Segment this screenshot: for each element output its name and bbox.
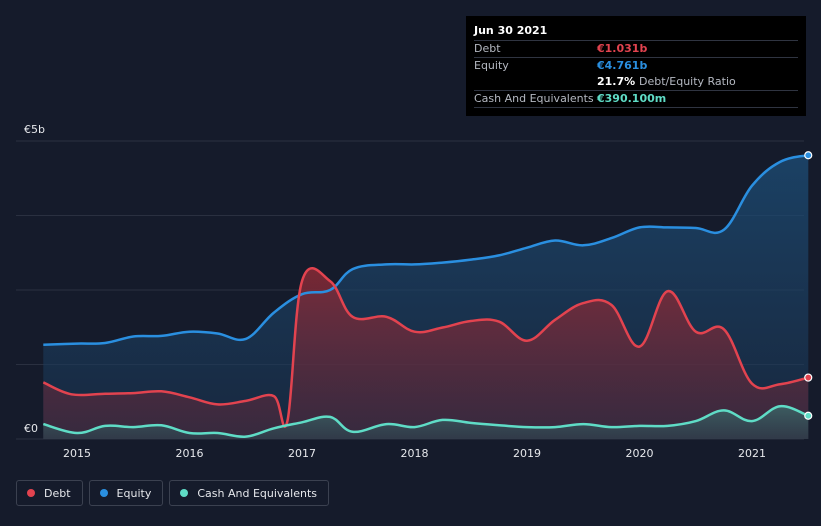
endpoint-debt[interactable] — [804, 373, 813, 382]
tooltip-date: Jun 30 2021 — [474, 22, 798, 41]
tooltip-row-debt: Debt €1.031b — [474, 41, 798, 58]
x-tick-label-2021: 2021 — [738, 447, 766, 460]
line-debt — [42, 267, 809, 428]
tooltip-equity-value: €4.761b — [597, 59, 648, 72]
legend-dot-debt — [27, 489, 35, 497]
tooltip-equity-label: Equity — [474, 59, 509, 72]
x-tick-label-2018: 2018 — [401, 447, 429, 460]
tooltip-cash-label: Cash And Equivalents — [474, 92, 594, 105]
tooltip-row-cash: Cash And Equivalents €390.100m — [474, 91, 798, 108]
line-equity — [43, 153, 809, 347]
y-tick-label-min: €0 — [24, 422, 38, 435]
chart-lines — [42, 153, 809, 438]
endpoint-equity[interactable] — [804, 151, 813, 160]
area-cash-and-equivalents — [43, 406, 809, 439]
x-tick-label-2020: 2020 — [626, 447, 654, 460]
y-tick-label-max: €5b — [24, 123, 45, 136]
x-tick-label-2015: 2015 — [63, 447, 91, 460]
legend-label-debt: Debt — [44, 486, 71, 500]
legend-dot-cash — [180, 489, 189, 497]
legend-label-cash: Cash And Equivalents — [197, 486, 317, 500]
x-tick-label-2017: 2017 — [288, 447, 316, 460]
x-tick-labels: 2015 2016 2017 2018 2019 2020 2021 — [63, 447, 766, 460]
legend-item-debt[interactable]: Debt — [16, 480, 83, 506]
tooltip-ratio-value: 21.7% Debt/Equity Ratio — [597, 74, 736, 90]
endpoint-cash-and-equivalents[interactable] — [804, 411, 813, 420]
x-tick-label-2019: 2019 — [513, 447, 541, 460]
chart-legend: Debt Equity Cash And Equivalents — [16, 480, 329, 506]
chart-areas — [43, 155, 809, 439]
legend-item-cash[interactable]: Cash And Equivalents — [169, 480, 329, 506]
legend-dot-equity — [99, 489, 108, 497]
tooltip-ratio-caption: Debt/Equity Ratio — [639, 75, 736, 88]
tooltip-cash-value: €390.100m — [597, 92, 667, 105]
legend-label-equity: Equity — [116, 486, 152, 500]
tooltip-row-equity: Equity €4.761b — [474, 58, 798, 74]
tooltip-debt-value: €1.031b — [597, 42, 648, 55]
chart-endpoints — [804, 151, 813, 420]
x-tick-label-2016: 2016 — [176, 447, 204, 460]
legend-item-equity[interactable]: Equity — [88, 480, 164, 506]
data-tooltip: Jun 30 2021 Debt €1.031b Equity €4.761b … — [466, 16, 806, 116]
tooltip-debt-label: Debt — [474, 42, 501, 55]
area-debt — [43, 268, 809, 439]
line-cash-and-equivalents — [42, 404, 809, 438]
tooltip-row-ratio: 21.7% Debt/Equity Ratio — [474, 74, 798, 91]
tooltip-ratio-number: 21.7% — [597, 75, 636, 88]
